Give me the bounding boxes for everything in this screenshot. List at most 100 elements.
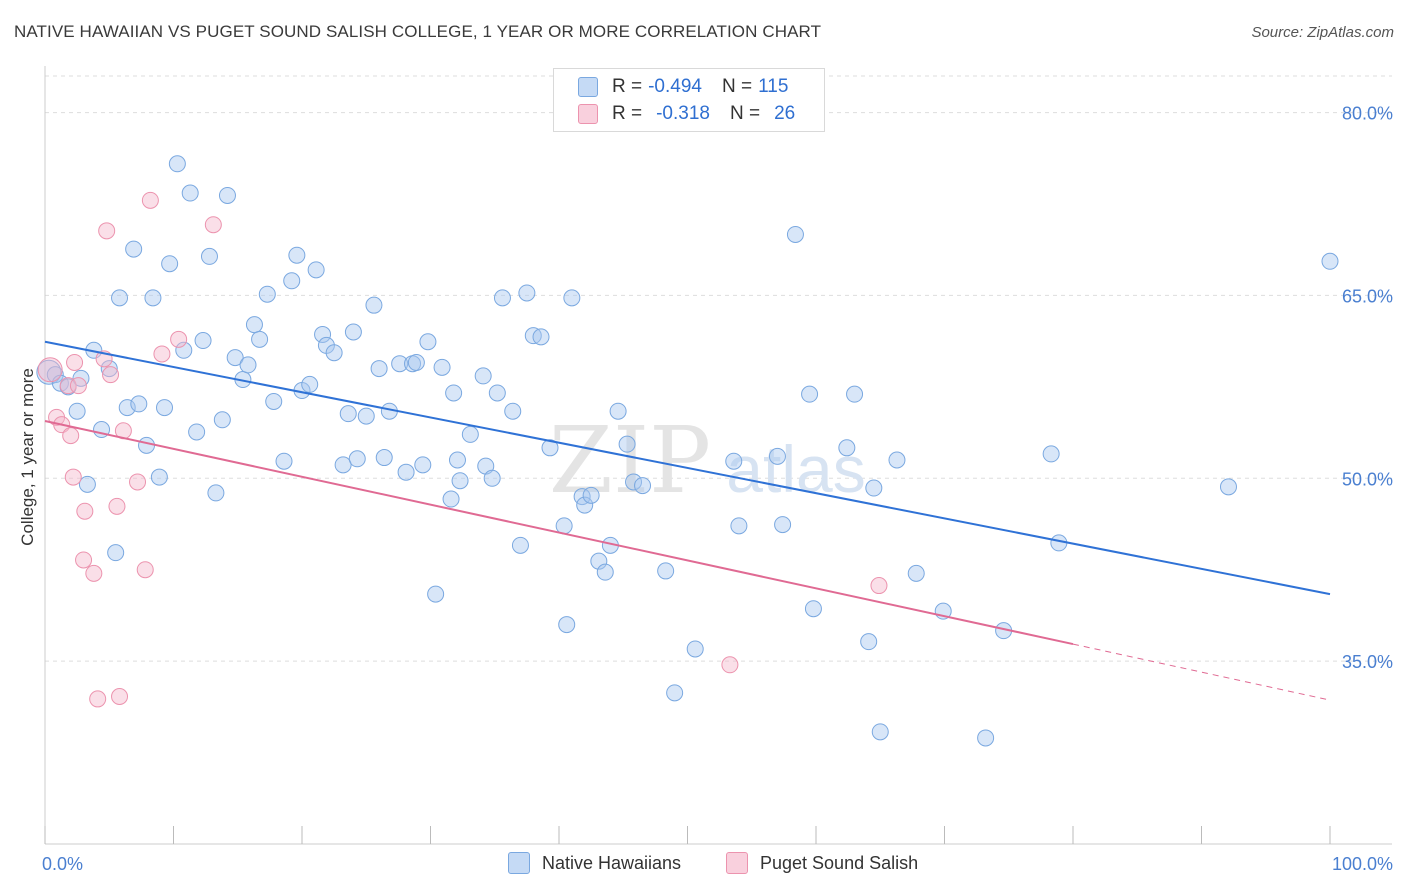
data-point-native-hawaiians — [1042, 445, 1060, 463]
data-point-native-hawaiians — [218, 186, 236, 204]
data-point-native-hawaiians — [801, 385, 819, 403]
data-point-native-hawaiians — [407, 353, 425, 371]
x-tick-label: 0.0% — [42, 854, 83, 874]
data-point-native-hawaiians — [188, 423, 206, 441]
data-point-native-hawaiians — [168, 155, 186, 173]
legend-swatch-blue — [578, 77, 598, 97]
data-point-native-hawaiians — [144, 289, 162, 307]
data-point-native-hawaiians — [200, 247, 218, 265]
data-point-native-hawaiians — [888, 451, 906, 469]
data-point-native-hawaiians — [314, 325, 332, 343]
data-point-native-hawaiians — [150, 468, 168, 486]
data-point-native-hawaiians — [442, 490, 460, 508]
data-point-puget-sound-salish — [66, 353, 84, 371]
data-point-native-hawaiians — [161, 255, 179, 273]
data-point-native-hawaiians — [907, 564, 925, 582]
data-point-native-hawaiians — [245, 316, 263, 334]
data-point-native-hawaiians — [181, 184, 199, 202]
data-point-native-hawaiians — [334, 456, 352, 474]
bottom-legend-swatch-pink — [726, 852, 748, 874]
data-point-native-hawaiians — [397, 463, 415, 481]
data-point-native-hawaiians — [419, 333, 437, 351]
stats-legend: R = -0.494 N = 115 R = -0.318 N = 26 — [553, 68, 825, 132]
data-point-native-hawaiians — [357, 407, 375, 425]
data-point-puget-sound-salish — [76, 502, 94, 520]
legend-r-value: -0.494 — [648, 76, 702, 97]
data-point-native-hawaiians — [1219, 478, 1237, 496]
data-point-native-hawaiians — [138, 436, 156, 454]
legend-row-native-hawaiians: R = -0.494 N = 115 — [578, 75, 788, 99]
y-tick-label: 65.0% — [1342, 286, 1393, 306]
data-point-puget-sound-salish — [129, 473, 147, 491]
data-point-native-hawaiians — [433, 358, 451, 376]
data-point-native-hawaiians — [768, 447, 786, 465]
bottom-legend-puget-sound-salish: Puget Sound Salish — [726, 852, 918, 874]
y-tick-label: 35.0% — [1342, 652, 1393, 672]
legend-row-puget-sound-salish: R = -0.318 N = 26 — [578, 102, 795, 126]
legend-n-label: N = — [729, 103, 761, 124]
data-point-native-hawaiians — [493, 289, 511, 307]
data-point-native-hawaiians — [344, 323, 362, 341]
data-point-native-hawaiians — [283, 272, 301, 290]
data-point-native-hawaiians — [488, 384, 506, 402]
y-tick-label: 80.0% — [1342, 104, 1393, 124]
data-point-puget-sound-salish — [89, 690, 107, 708]
data-point-native-hawaiians — [541, 439, 559, 457]
data-point-native-hawaiians — [68, 402, 86, 420]
data-point-native-hawaiians — [125, 240, 143, 258]
data-point-native-hawaiians — [657, 562, 675, 580]
legend-swatch-pink — [578, 104, 598, 124]
data-point-native-hawaiians — [532, 328, 550, 346]
data-point-native-hawaiians — [865, 479, 883, 497]
bottom-legend-label: Puget Sound Salish — [760, 852, 919, 873]
data-point-native-hawaiians — [427, 585, 445, 603]
tick-labels: 35.0% 50.0% 65.0% 80.0% 0.0% 100.0% — [42, 104, 1393, 874]
data-point-native-hawaiians — [860, 633, 878, 651]
y-axis-label: College, 1 year or more — [18, 368, 37, 546]
data-point-native-hawaiians — [774, 516, 792, 534]
data-point-native-hawaiians — [414, 456, 432, 474]
data-point-native-hawaiians — [370, 360, 388, 378]
legend-r-value: -0.318 — [656, 103, 710, 124]
watermark-atlas: atlas — [726, 432, 865, 506]
data-point-native-hawaiians — [786, 225, 804, 243]
data-point-native-hawaiians — [288, 246, 306, 264]
data-point-native-hawaiians — [239, 356, 257, 374]
trend-line-native-hawaiians — [44, 340, 1331, 596]
source-label: Source: ZipAtlas.com — [1251, 24, 1394, 41]
data-point-puget-sound-salish — [141, 191, 159, 209]
data-point-puget-sound-salish — [64, 468, 82, 486]
y-tick-label: 50.0% — [1342, 469, 1393, 489]
bottom-legend-native-hawaiians: Native Hawaiians — [508, 852, 681, 874]
data-point-native-hawaiians — [504, 402, 522, 420]
data-point-native-hawaiians — [78, 475, 96, 493]
data-point-native-hawaiians — [100, 360, 118, 378]
data-point-native-hawaiians — [348, 450, 366, 468]
data-point-native-hawaiians — [618, 435, 636, 453]
legend-n-value: 115 — [758, 76, 789, 97]
data-point-puget-sound-salish — [108, 497, 126, 515]
data-point-native-hawaiians — [563, 289, 581, 307]
data-point-puget-sound-salish — [721, 656, 739, 674]
data-point-native-hawaiians — [391, 355, 409, 373]
watermark-zip: ZIP — [549, 407, 711, 514]
data-point-native-hawaiians — [582, 486, 600, 504]
data-point-native-hawaiians — [846, 385, 864, 403]
trend-line-puget-sound-salish — [44, 420, 1074, 646]
data-point-native-hawaiians — [156, 399, 174, 417]
data-point-native-hawaiians — [451, 472, 469, 490]
bottom-legend-label: Native Hawaiians — [542, 852, 682, 873]
data-point-native-hawaiians — [130, 395, 148, 413]
data-point-native-hawaiians — [474, 367, 492, 385]
data-point-native-hawaiians — [301, 375, 319, 393]
data-point-native-hawaiians — [275, 452, 293, 470]
data-point-native-hawaiians — [265, 392, 283, 410]
legend-r-label: R = — [612, 103, 643, 124]
data-point-native-hawaiians — [448, 451, 466, 469]
data-point-native-hawaiians — [518, 284, 536, 302]
data-point-native-hawaiians — [226, 349, 244, 367]
data-point-puget-sound-salish — [59, 377, 77, 395]
chart-title: NATIVE HAWAIIAN VS PUGET SOUND SALISH CO… — [14, 22, 822, 41]
data-point-puget-sound-salish — [37, 357, 63, 383]
data-point-puget-sound-salish — [69, 377, 87, 395]
